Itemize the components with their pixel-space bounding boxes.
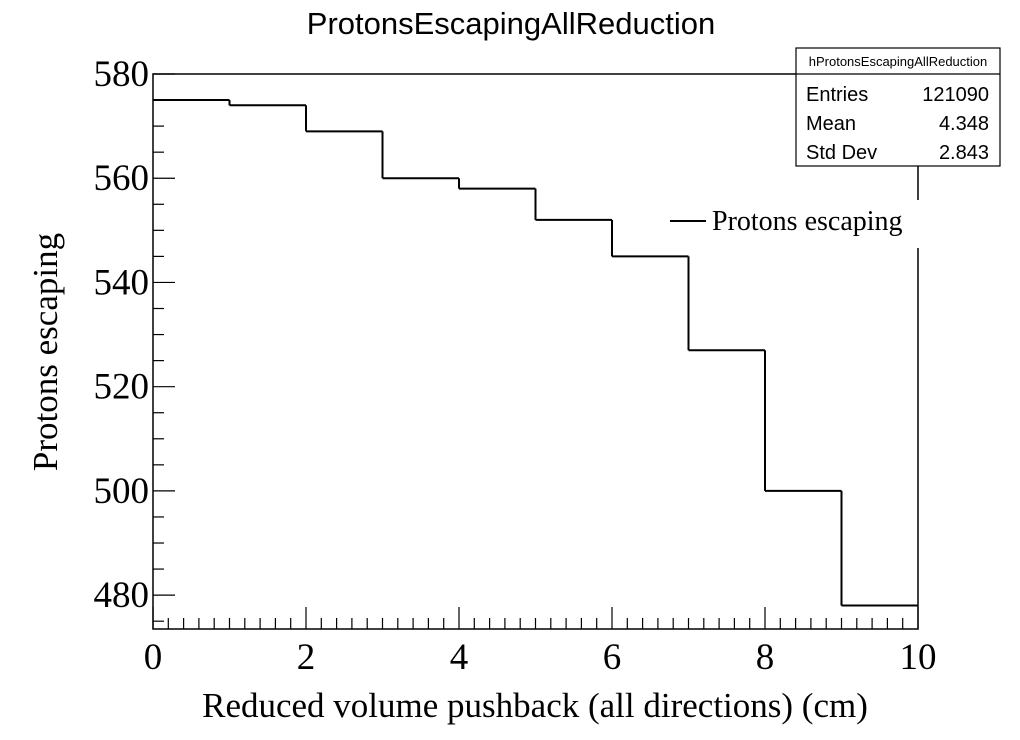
stats-box: hProtonsEscapingAllReduction Entries 121… [795, 47, 1001, 167]
stats-mean-value: 4.348 [939, 113, 989, 135]
y-tick-label: 480 [94, 575, 150, 616]
x-tick-label: 4 [450, 637, 469, 678]
x-tick-label: 10 [900, 637, 937, 678]
stats-box-frame [795, 47, 1001, 167]
y-tick-label: 500 [94, 471, 150, 512]
y-axis: 480 500 520 540 560 580 [94, 54, 175, 622]
y-tick-label: 520 [94, 367, 150, 408]
y-tick-label: 560 [94, 158, 150, 199]
histogram-series [153, 99, 918, 607]
legend-label: Protons escaping [712, 206, 903, 237]
x-tick-label: 2 [297, 637, 316, 678]
chart-title: ProtonsEscapingAllReduction [307, 6, 715, 41]
x-tick-label: 8 [756, 637, 775, 678]
stats-entries-label: Entries [806, 84, 868, 106]
y-axis-title: Protons escaping [26, 233, 65, 471]
x-axis-title: Reduced volume pushback (all directions)… [202, 686, 868, 725]
stats-box-title: hProtonsEscapingAllReduction [809, 54, 988, 69]
stats-entries-value: 121090 [922, 84, 989, 106]
stats-stddev-label: Std Dev [806, 142, 877, 164]
x-axis: 0 2 4 6 8 10 [144, 607, 937, 678]
stats-stddev-value: 2.843 [939, 142, 989, 164]
legend-background [664, 200, 946, 248]
stats-mean-label: Mean [806, 113, 856, 135]
x-tick-label: 0 [144, 637, 163, 678]
y-tick-label: 580 [94, 54, 150, 95]
x-tick-label: 6 [603, 637, 622, 678]
legend: Protons escaping [664, 200, 946, 248]
y-tick-label: 540 [94, 262, 150, 303]
